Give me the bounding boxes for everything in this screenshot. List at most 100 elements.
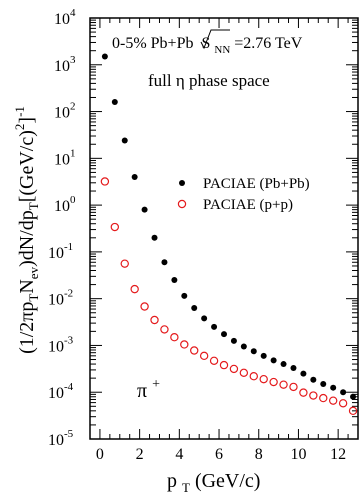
- x-tick-label: 2: [136, 446, 144, 463]
- data-point: [310, 376, 317, 383]
- data-point: [120, 259, 129, 268]
- eta-symbol: η: [176, 71, 185, 90]
- particle-charge: +: [152, 377, 160, 392]
- y-axis-title-part: ]: [16, 117, 38, 124]
- data-point: [110, 222, 120, 232]
- phase-space-part1: full: [148, 71, 176, 90]
- data-point: [100, 177, 110, 186]
- y-axis-title-part: 2: [12, 124, 27, 131]
- y-tick-exponent: 4: [70, 7, 76, 19]
- y-tick-base: 10: [48, 338, 64, 355]
- data-point: [350, 393, 357, 400]
- x-axis-symbol-sub: T: [182, 480, 190, 493]
- x-tick-labels: 0 2 4 6 8 10 12: [96, 446, 346, 463]
- y-tick-exponent: 2: [70, 101, 76, 113]
- y-tick-exponent: -4: [64, 381, 74, 393]
- y-tick-base: 10: [48, 432, 64, 449]
- x-tick-label: 10: [290, 446, 306, 463]
- data-point: [319, 393, 328, 403]
- minor-ticks: [89, 18, 359, 439]
- x-tick-label: 8: [255, 446, 263, 463]
- data-point: [259, 374, 268, 384]
- data-point: [250, 348, 257, 355]
- data-point: [221, 331, 227, 338]
- y-tick-label: 102: [54, 101, 76, 122]
- data-point: [111, 99, 118, 106]
- data-point: [340, 389, 347, 396]
- y-axis-title-part: N: [16, 279, 38, 293]
- legend-label-pp: PACIAE (p+p): [203, 197, 293, 213]
- data-point: [150, 315, 159, 325]
- y-tick-base: 10: [54, 151, 70, 168]
- y-tick-base: 10: [48, 245, 64, 262]
- data-point: [279, 380, 288, 389]
- y-tick-label: 10-4: [48, 381, 74, 402]
- data-point: [320, 380, 327, 387]
- legend-marker-pp: [177, 199, 187, 209]
- data-point: [240, 343, 247, 350]
- y-tick-base: 10: [54, 58, 70, 75]
- y-tick-exponent: -1: [64, 241, 73, 253]
- series-layer: [100, 53, 358, 416]
- data-point: [260, 352, 267, 359]
- data-point: [309, 391, 318, 400]
- data-point: [338, 399, 348, 408]
- y-tick-base: 10: [54, 11, 70, 28]
- major-ticks: [90, 17, 358, 440]
- y-axis-title-part: (1/2πp: [16, 302, 38, 354]
- series-pp: [100, 177, 358, 416]
- y-tick-exponent: -3: [64, 334, 74, 346]
- data-point: [131, 173, 138, 180]
- data-point: [219, 360, 229, 370]
- phase-space-part2: phase space: [189, 71, 270, 90]
- collision-system: 0-5% Pb+Pb: [112, 35, 193, 52]
- data-point: [201, 315, 208, 322]
- particle-label: π +: [137, 377, 160, 402]
- series-pbpb: [101, 53, 357, 400]
- y-tick-base: 10: [54, 198, 70, 215]
- y-axis-title-part: ev: [26, 266, 41, 279]
- y-tick-exponent: -2: [64, 288, 73, 300]
- data-point: [290, 364, 297, 371]
- data-point: [299, 388, 308, 397]
- y-tick-label: 104: [54, 7, 76, 28]
- data-point: [229, 364, 239, 374]
- data-point: [160, 325, 169, 334]
- y-axis-title-part: -1: [12, 106, 27, 117]
- y-tick-base: 10: [54, 105, 70, 122]
- data-point: [121, 137, 128, 144]
- data-point: [161, 259, 168, 266]
- y-tick-label: 103: [54, 54, 76, 75]
- data-point: [180, 340, 189, 349]
- x-axis-title: p T (GeV/c): [167, 470, 260, 493]
- x-axis-unit: (GeV/c): [195, 470, 261, 492]
- y-tick-exponent: 3: [70, 54, 76, 66]
- y-axis-title-part: )dN/dp: [16, 210, 38, 267]
- data-point: [181, 292, 188, 299]
- phase-space-label: full η phase space: [148, 71, 270, 90]
- y-axis-title: (1/2πpTNev)dN/dpT[(GeV/c)2]-1: [12, 106, 41, 354]
- legend-label-pbpb: PACIAE (Pb+Pb): [203, 176, 310, 192]
- data-point: [269, 377, 278, 387]
- x-tick-label: 6: [215, 446, 223, 463]
- x-axis-symbol: p: [167, 470, 177, 492]
- x-tick-label: 4: [175, 446, 183, 463]
- data-point: [199, 351, 209, 361]
- data-point: [190, 346, 199, 355]
- data-point: [101, 53, 108, 60]
- data-point: [328, 396, 338, 405]
- y-tick-label: 10-3: [48, 334, 74, 355]
- y-tick-exponent: -5: [64, 428, 74, 440]
- data-point: [249, 372, 258, 381]
- y-tick-label: 10-2: [48, 288, 73, 309]
- y-tick-label: 100: [54, 194, 76, 215]
- data-point: [289, 382, 298, 392]
- data-point: [191, 305, 198, 312]
- data-point: [270, 357, 277, 364]
- data-point: [348, 406, 358, 416]
- data-point: [141, 206, 148, 213]
- data-point: [151, 234, 158, 241]
- y-tick-label: 10-5: [48, 428, 74, 449]
- y-tick-base: 10: [48, 292, 64, 309]
